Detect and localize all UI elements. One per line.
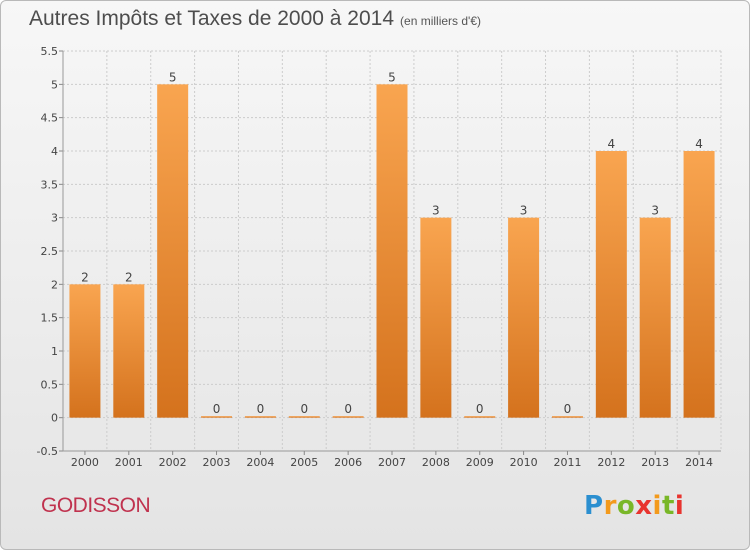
logo-letter: P (584, 491, 604, 521)
data-label-2007: 5 (388, 70, 396, 84)
bar-2012 (595, 151, 627, 418)
data-label-2006: 0 (344, 402, 352, 416)
y-tick-label: 4 (51, 145, 58, 158)
bar-2003 (201, 416, 233, 418)
proxiti-logo: Proxiti (584, 491, 684, 521)
bar-2004 (244, 416, 276, 418)
x-tick-label-2006: 2006 (334, 456, 362, 469)
bar-2000 (69, 284, 101, 418)
data-label-2001: 2 (125, 270, 133, 284)
x-tick-label-2002: 2002 (159, 456, 187, 469)
y-tick-label: 0 (51, 412, 58, 425)
logo-letter: r (603, 491, 617, 521)
y-tick-label: 4.5 (41, 112, 59, 125)
data-label-2014: 4 (695, 137, 703, 151)
bar-2005 (288, 416, 320, 418)
data-label-2008: 3 (432, 204, 440, 218)
data-label-2013: 3 (651, 204, 659, 218)
title-text: Autres Impôts et Taxes de 2000 à 2014 (29, 7, 395, 30)
x-tick-label-2013: 2013 (641, 456, 669, 469)
chart-title: Autres Impôts et Taxes de 2000 à 2014 (en… (29, 7, 481, 31)
x-tick-label-2014: 2014 (685, 456, 713, 469)
y-tick-label: 3 (51, 212, 58, 225)
bar-2013 (639, 217, 671, 418)
x-tick-label-2001: 2001 (115, 456, 143, 469)
data-label-2004: 0 (257, 402, 265, 416)
logo-letter: o (616, 491, 636, 521)
logo-letter: x (635, 491, 653, 521)
y-tick-label: 3.5 (41, 178, 59, 191)
data-label-2002: 5 (169, 70, 177, 84)
x-tick-label-2005: 2005 (290, 456, 318, 469)
x-tick-label-2000: 2000 (71, 456, 99, 469)
bar-2011 (551, 416, 583, 418)
y-tick-label: 5 (51, 78, 58, 91)
x-tick-label-2012: 2012 (597, 456, 625, 469)
x-tick-label-2007: 2007 (378, 456, 406, 469)
logo-letter: t (661, 491, 675, 521)
y-tick-label: 2.5 (41, 245, 59, 258)
x-tick-label-2008: 2008 (422, 456, 450, 469)
data-labels: 2 2 5 0 0 0 0 5 3 0 3 0 4 3 4 (81, 70, 703, 416)
y-tick-label: 1 (51, 345, 58, 358)
bar-2002 (157, 84, 189, 418)
x-tick-label-2011: 2011 (553, 456, 581, 469)
data-label-2000: 2 (81, 270, 89, 284)
y-tick-label: 1.5 (41, 312, 59, 325)
data-label-2011: 0 (564, 402, 572, 416)
commune-name: GODISSON (41, 494, 151, 517)
bar-2014 (683, 151, 715, 418)
y-tick-label: 0.5 (41, 378, 59, 391)
data-label-2005: 0 (300, 402, 308, 416)
logo-letter: i (652, 491, 662, 521)
bar-2007 (376, 84, 408, 418)
y-tick-label: 2 (51, 278, 58, 291)
logo-letter: i (674, 491, 685, 521)
bar-2009 (464, 416, 496, 418)
data-label-2009: 0 (476, 402, 484, 416)
data-label-2012: 4 (608, 137, 616, 151)
bar-2008 (420, 217, 452, 418)
bars (69, 84, 715, 418)
bar-2001 (113, 284, 145, 418)
bar-2010 (508, 217, 540, 418)
data-label-2003: 0 (213, 402, 221, 416)
x-tick-label-2004: 2004 (246, 456, 274, 469)
x-tick-label-2010: 2010 (510, 456, 538, 469)
y-tick-label: 5.5 (41, 45, 59, 58)
x-tick-label-2009: 2009 (466, 456, 494, 469)
y-tick-label: -0.5 (37, 445, 58, 458)
chart-subtitle: (en milliers d'€) (400, 14, 482, 28)
data-label-2010: 3 (520, 204, 528, 218)
bar-2006 (332, 416, 364, 418)
x-tick-label-2003: 2003 (203, 456, 231, 469)
